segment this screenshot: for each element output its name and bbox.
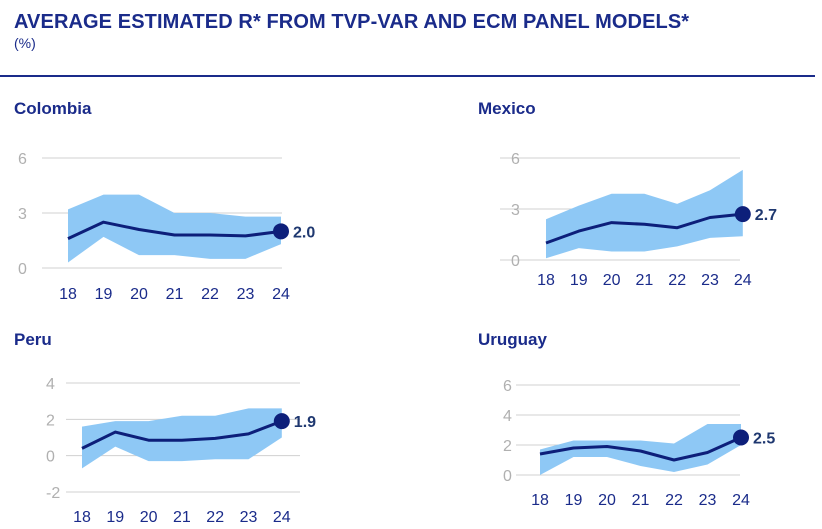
- x-tick-label: 23: [240, 509, 258, 526]
- y-tick-label: 3: [18, 206, 27, 223]
- y-tick-label: 0: [511, 253, 520, 270]
- x-tick-label: 20: [603, 272, 621, 289]
- y-tick-label: 0: [503, 468, 512, 485]
- x-tick-label: 19: [95, 286, 113, 303]
- mean-line: [539, 436, 742, 462]
- x-tick-label: 18: [59, 286, 77, 303]
- range-band: [546, 169, 743, 259]
- chart-peru: 420-218 19 20 21 22 23 241.9: [46, 376, 316, 526]
- mean-line: [81, 419, 283, 450]
- y-tick-label: 0: [18, 261, 27, 278]
- chart-header: AVERAGE ESTIMATED R* FROM TVP-VAR AND EC…: [14, 10, 689, 52]
- y-tick-label: 6: [511, 151, 520, 168]
- x-tick-label: 22: [201, 286, 219, 303]
- x-tick-label: 21: [173, 509, 191, 526]
- mean-line: [67, 220, 282, 241]
- x-tick-label: 23: [237, 286, 255, 303]
- range-band: [68, 194, 281, 263]
- y-tick-label: -2: [46, 485, 60, 502]
- x-tick-label: 21: [632, 492, 650, 509]
- y-tick-label: 6: [18, 151, 27, 168]
- y-tick-label: 4: [503, 408, 512, 425]
- y-tick-label: 0: [46, 449, 55, 466]
- panel-title-peru: Peru: [14, 330, 52, 349]
- x-tick-label: 20: [140, 509, 158, 526]
- end-value-label: 2.5: [753, 431, 775, 448]
- figure-unit: (%): [14, 35, 36, 51]
- panel-title-mexico: Mexico: [478, 99, 536, 118]
- end-value-label: 2.7: [755, 207, 777, 224]
- end-value-label: 1.9: [294, 414, 316, 431]
- x-tick-label: 19: [570, 272, 588, 289]
- x-tick-label: 18: [531, 492, 549, 509]
- end-point-marker: [734, 206, 751, 223]
- panel-title-colombia: Colombia: [14, 99, 92, 118]
- chart-mexico: 6 3 0 18 19 20 21 22 23 24 2.7: [500, 151, 777, 289]
- x-tick-label: 20: [598, 492, 616, 509]
- x-tick-label: 24: [272, 286, 290, 303]
- end-point-marker: [733, 429, 749, 446]
- title-divider: [0, 75, 815, 77]
- y-tick-label: 6: [503, 378, 512, 395]
- x-tick-label: 21: [166, 286, 184, 303]
- y-tick-label: 3: [511, 202, 520, 219]
- end-value-label: 2.0: [293, 224, 315, 241]
- x-tick-label: 23: [701, 272, 719, 289]
- panel-title-uruguay: Uruguay: [478, 330, 547, 349]
- x-tick-label: 20: [130, 286, 148, 303]
- end-point-marker: [273, 223, 289, 240]
- x-tick-label: 18: [537, 272, 555, 289]
- y-tick-label: 2: [503, 438, 512, 455]
- end-point-marker: [273, 413, 290, 430]
- y-tick-label: 4: [46, 376, 55, 393]
- mean-line: [545, 212, 743, 245]
- x-tick-label: 24: [732, 492, 750, 509]
- x-tick-label: 23: [699, 492, 717, 509]
- range-band: [82, 408, 282, 469]
- x-tick-label: 19: [565, 492, 583, 509]
- x-tick-label: 22: [206, 509, 224, 526]
- x-tick-label: 21: [636, 272, 654, 289]
- x-tick-label: 24: [273, 509, 291, 526]
- x-tick-label: 22: [665, 492, 683, 509]
- figure-title: AVERAGE ESTIMATED R* FROM TVP-VAR AND EC…: [14, 11, 690, 33]
- x-tick-label: 24: [734, 272, 752, 289]
- chart-colombia: 6 3 0 18 19 20 21 22 23 24 2.0: [18, 151, 315, 303]
- y-tick-label: 2: [46, 412, 55, 429]
- x-tick-label: 18: [73, 509, 91, 526]
- x-tick-label: 22: [668, 272, 686, 289]
- x-tick-label: 19: [106, 509, 124, 526]
